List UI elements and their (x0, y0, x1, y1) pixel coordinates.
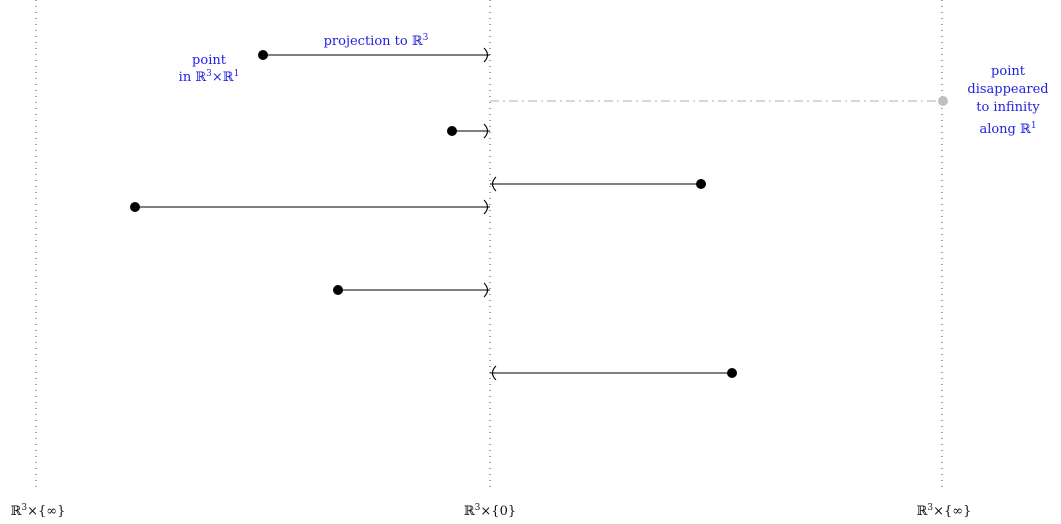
arrow-tip-5 (483, 282, 489, 298)
disappeared-point (938, 96, 948, 106)
disappeared-label-line4: along ℝ1​ (979, 121, 1036, 137)
point-label-line1: point (192, 53, 227, 68)
right-axis-label: ℝ3​×{∞} (917, 503, 972, 519)
disappeared-label-line1: point (991, 64, 1026, 79)
arrow-tip-1 (483, 47, 489, 63)
disappeared-label-line3: to infinity (976, 100, 1040, 115)
left-axis-label: ℝ3​×{∞} (11, 503, 66, 519)
disappeared-label-line2: disappeared (967, 82, 1048, 97)
point-4 (130, 202, 140, 212)
center-axis-label: ℝ3​×{0} (464, 503, 516, 519)
arrow-tip-6 (491, 365, 497, 381)
point-1 (258, 50, 268, 60)
arrow-tip-2 (483, 123, 489, 139)
arrow-tip-3 (491, 176, 497, 192)
point-label-line2: in ℝ3​×ℝ1​ (179, 69, 240, 85)
point-6 (727, 368, 737, 378)
point-5 (333, 285, 343, 295)
projection-label: projection to ℝ3​ (324, 33, 429, 49)
point-2 (447, 126, 457, 136)
point-3 (696, 179, 706, 189)
arrow-tip-4 (483, 199, 489, 215)
